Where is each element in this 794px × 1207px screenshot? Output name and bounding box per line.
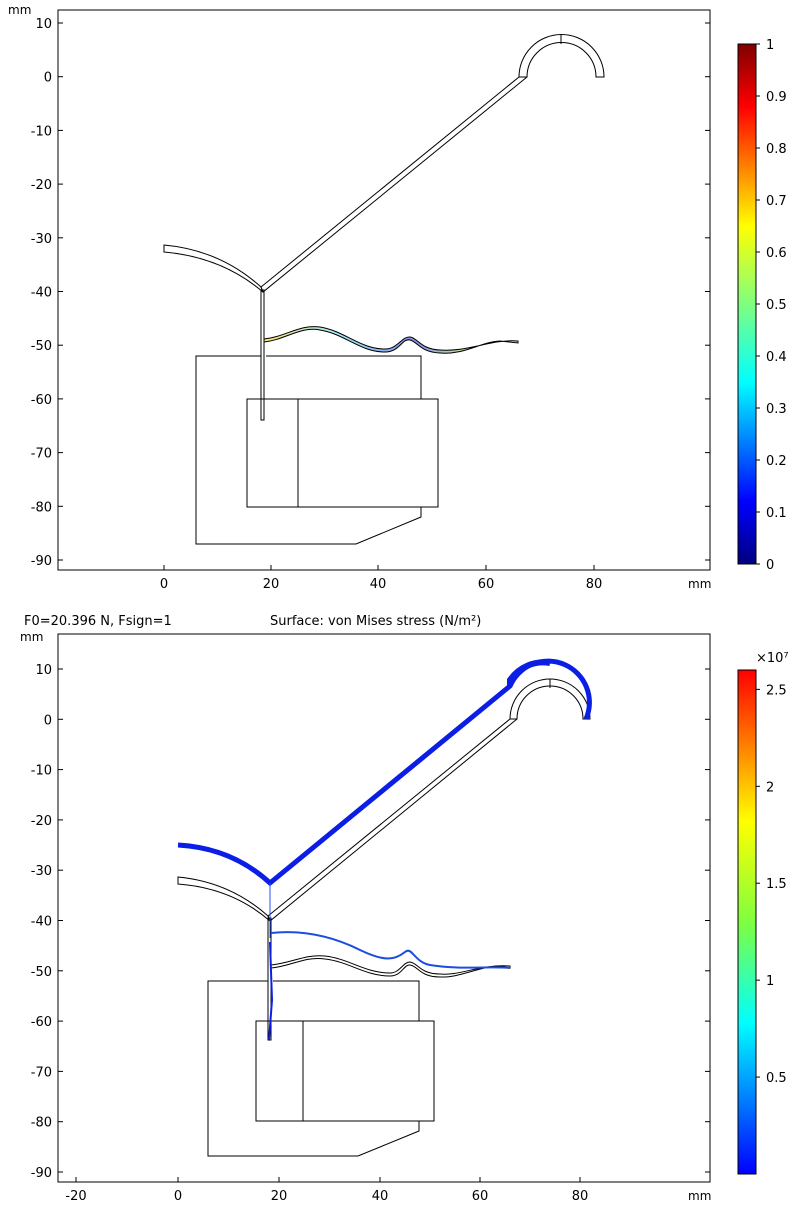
y-tick-label: -70 (31, 447, 52, 462)
colorbar-label: 1 (766, 974, 774, 989)
colorbar-labels: 1 0.9 0.8 0.7 0.6 0.5 0.4 0.3 0.2 0.1 0 (756, 38, 787, 573)
y-tick-label: 0 (44, 713, 52, 728)
colorbar-labels: 2.5 2 1.5 1 0.5 (756, 683, 787, 1086)
y-tick-label: -40 (31, 915, 52, 930)
colorbar-label: 0.8 (766, 142, 787, 157)
x-tick-label: 40 (372, 1189, 389, 1204)
deformed-geometry (177, 658, 592, 1041)
hook-arc (518, 34, 605, 78)
bottom-plot: F0=20.396 N, Fsign=1 Surface: von Mises … (20, 614, 789, 1204)
hook-arc (509, 678, 591, 720)
colorbar-label: 0.5 (766, 298, 787, 313)
x-unit-label: mm (688, 577, 711, 591)
y-tick-label: -30 (31, 232, 52, 247)
x-tick-label: 0 (174, 1189, 182, 1204)
colorbar (737, 43, 757, 565)
colorbar-label: 0.9 (766, 90, 787, 105)
y-tick-label: -20 (31, 814, 52, 829)
y-tick-label: -60 (31, 393, 52, 408)
undeformed-geometry (163, 34, 605, 545)
colorbar-label: 2.5 (766, 683, 787, 698)
colorbar-label: 0.4 (766, 350, 787, 365)
y-tick-label: -60 (31, 1015, 52, 1030)
y-tick-label: -10 (31, 764, 52, 779)
colorbar-label: 1 (766, 38, 774, 53)
y-tick-label: 10 (35, 663, 52, 678)
colorbar-label: 0.3 (766, 402, 787, 417)
housing-upper (266, 355, 422, 400)
colorbar-label: 0.7 (766, 194, 787, 209)
y-tick-label: -70 (31, 1065, 52, 1080)
plot-area (57, 633, 711, 1183)
y-tick-label: -80 (31, 500, 52, 515)
colorbar (737, 669, 757, 1175)
x-tick-label: 0 (160, 577, 168, 592)
colorbar-label: 2 (766, 780, 774, 795)
y-tick-label: -90 (31, 1166, 52, 1181)
y-tick-label: -50 (31, 339, 52, 354)
colorbar-label: 0.5 (766, 1071, 787, 1086)
y-tick-label: -50 (31, 965, 52, 980)
x-tick-label: 20 (271, 1189, 288, 1204)
block (255, 1020, 435, 1122)
housing-outer (207, 980, 420, 1157)
colorbar-label: 1.5 (766, 877, 787, 892)
x-tick-label: 60 (478, 577, 495, 592)
deformed-hook-stress (507, 659, 551, 686)
x-tick-label: 40 (370, 577, 387, 592)
y-unit-label: mm (20, 630, 43, 644)
diagonal-arm (260, 76, 528, 293)
housing-upper (273, 980, 420, 1022)
housing-outer (195, 355, 422, 545)
x-tick-label: 80 (572, 1189, 589, 1204)
y-tick-label: -40 (31, 286, 52, 301)
parameter-text: F0=20.396 N, Fsign=1 (24, 614, 172, 629)
deformed-membrane (270, 931, 511, 969)
deformed-stem-lower (268, 941, 274, 1041)
left-curved-arm (163, 244, 264, 293)
y-unit-label: mm (8, 3, 31, 17)
y-tick-label: -10 (31, 124, 52, 139)
stem (260, 289, 265, 421)
plot-title: Surface: von Mises stress (N/m²) (270, 614, 481, 629)
y-tick-label: -30 (31, 864, 52, 879)
wave-membrane (263, 326, 519, 354)
colorbar-exponent: ×10⁷ (756, 651, 789, 666)
x-tick-label: 20 (263, 577, 280, 592)
x-tick-label: 80 (586, 577, 603, 592)
diagonal-arm (267, 718, 518, 922)
x-tick-label: -20 (65, 1189, 86, 1204)
undeformed-geometry (177, 678, 591, 1157)
x-unit-label: mm (688, 1189, 711, 1203)
wave-membrane (270, 955, 511, 978)
top-plot: mm 0 20 40 60 80100-10-20-30-40-50-60-70-80-… (8, 3, 787, 592)
x-tick-label: 60 (472, 1189, 489, 1204)
axis-ticks: -20 0 20 40 60 80100-10-20-30-40-50-60-70-80-… (31, 663, 710, 1204)
y-tick-label: -90 (31, 554, 52, 569)
left-curved-arm (177, 876, 271, 922)
colorbar-label: 0.1 (766, 506, 787, 521)
plot-area (57, 9, 711, 571)
block (246, 398, 439, 508)
colorbar-label: 0.2 (766, 454, 787, 469)
y-tick-label: -20 (31, 178, 52, 193)
colorbar-label: 0.6 (766, 246, 787, 261)
y-tick-label: -80 (31, 1116, 52, 1131)
colorbar-label: 0 (766, 558, 774, 573)
y-tick-label: 10 (35, 17, 52, 32)
y-tick-label: 0 (44, 71, 52, 86)
